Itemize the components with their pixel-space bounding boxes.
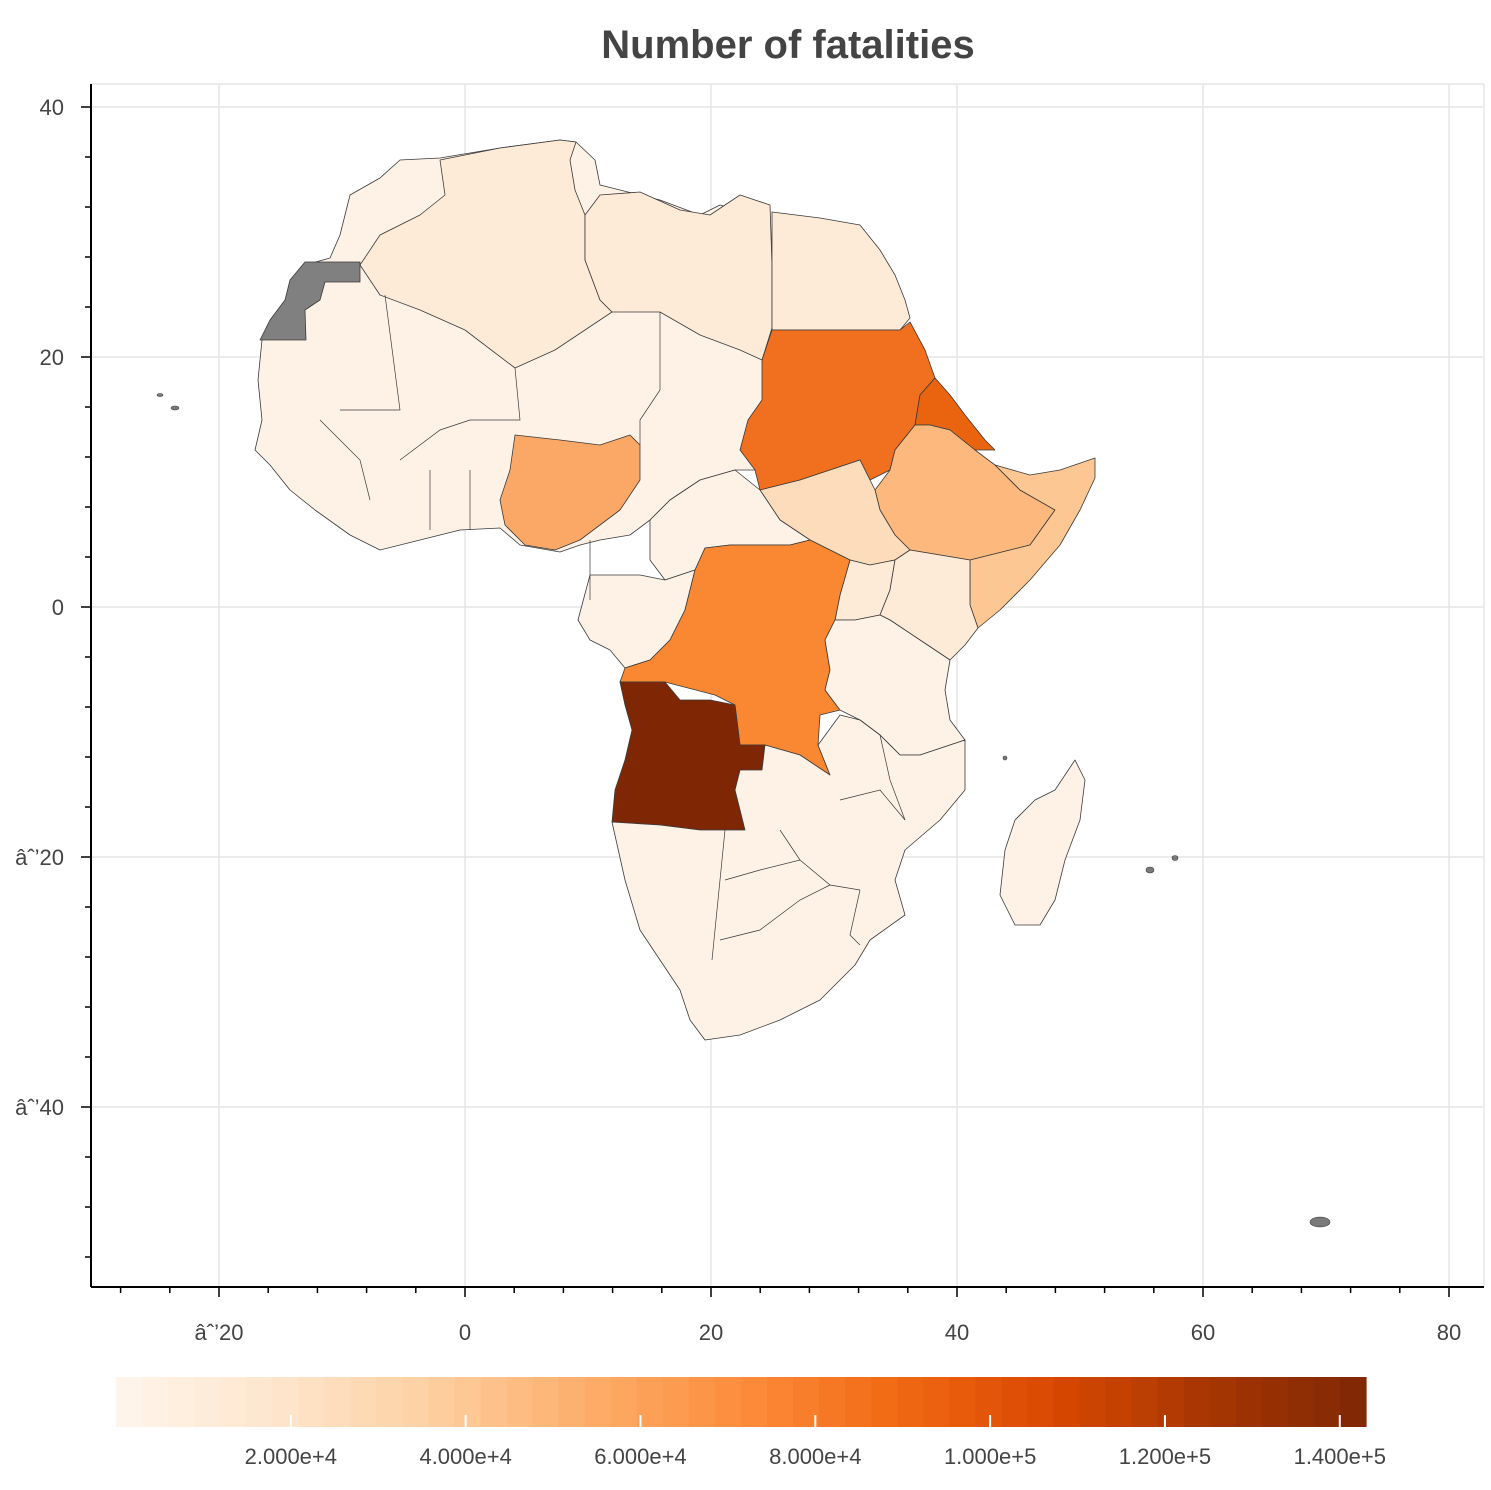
region-southern-africa[interactable] xyxy=(611,714,966,1041)
colorbar-swatch xyxy=(610,1377,638,1427)
colorbar-swatch xyxy=(662,1377,690,1427)
axes: âˆ’20 0 20 40 60 80 40 20 0 âˆ’20 âˆ’40 xyxy=(15,84,1484,1345)
colorbar-swatch xyxy=(350,1377,378,1427)
colorbar-swatch xyxy=(1157,1377,1185,1427)
colorbar-tick-label: 6.000e+4 xyxy=(594,1444,686,1469)
colorbar-swatch xyxy=(428,1377,456,1427)
y-tick-label: 40 xyxy=(40,95,64,120)
region-western-sahara[interactable] xyxy=(259,261,361,341)
x-tick-label: âˆ’20 xyxy=(195,1320,244,1345)
colorbar-tick-label: 1.400e+5 xyxy=(1294,1444,1386,1469)
colorbar-swatch xyxy=(897,1377,924,1427)
colorbar-swatch xyxy=(767,1377,794,1427)
colorbar-swatch xyxy=(949,1377,976,1427)
colorbar-swatch xyxy=(1287,1377,1315,1427)
colorbar-swatch xyxy=(168,1377,195,1427)
colorbar-swatch xyxy=(741,1377,768,1427)
colorbar-tick-label: 4.000e+4 xyxy=(419,1444,511,1469)
colorbar-swatch xyxy=(1001,1377,1029,1427)
colorbar-swatch xyxy=(1131,1377,1159,1427)
colorbar-swatch xyxy=(584,1377,612,1427)
region-somalia[interactable] xyxy=(969,457,1096,629)
region-algeria[interactable] xyxy=(359,139,613,369)
region-nigeria[interactable] xyxy=(499,434,641,551)
colorbar-swatch xyxy=(454,1377,482,1427)
region-egypt[interactable] xyxy=(771,211,911,331)
colorbar-swatch xyxy=(819,1377,846,1427)
colorbar-swatch xyxy=(402,1377,430,1427)
colorbar-swatch xyxy=(1313,1377,1341,1427)
colorbar-swatch xyxy=(1339,1377,1367,1427)
colorbar-swatch xyxy=(220,1377,247,1427)
colorbar-swatch xyxy=(923,1377,950,1427)
colorbar-swatch xyxy=(1235,1377,1263,1427)
x-tick-label: 20 xyxy=(699,1320,723,1345)
x-tick-label: 80 xyxy=(1437,1320,1461,1345)
colorbar-swatch xyxy=(272,1377,299,1427)
x-tick-label: 0 xyxy=(459,1320,471,1345)
y-tick-label: 0 xyxy=(52,595,64,620)
colorbar-swatch xyxy=(376,1377,404,1427)
colorbar: 2.000e+4 4.000e+4 6.000e+4 8.000e+4 1.000e+5… xyxy=(116,1377,1386,1469)
region-madagascar[interactable] xyxy=(999,759,1086,926)
colorbar-swatch xyxy=(194,1377,221,1427)
colorbar-tick-label: 1.000e+5 xyxy=(944,1444,1036,1469)
colorbar-swatch xyxy=(298,1377,325,1427)
colorbar-swatch xyxy=(558,1377,586,1427)
x-tick-label: 60 xyxy=(1191,1320,1215,1345)
colorbar-swatch xyxy=(871,1377,898,1427)
colorbar-swatch xyxy=(1183,1377,1211,1427)
colorbar-swatch xyxy=(1261,1377,1289,1427)
colorbar-swatch xyxy=(506,1377,534,1427)
y-tick-label: âˆ’40 xyxy=(15,1095,64,1120)
colorbar-swatch xyxy=(480,1377,508,1427)
islands xyxy=(156,393,1331,1228)
colorbar-tick-label: 2.000e+4 xyxy=(245,1444,337,1469)
colorbar-swatch xyxy=(1105,1377,1133,1427)
colorbar-swatch xyxy=(116,1377,143,1427)
colorbar-swatch xyxy=(845,1377,872,1427)
colorbar-tick-label: 1.200e+5 xyxy=(1119,1444,1211,1469)
colorbar-swatch xyxy=(1209,1377,1237,1427)
internal-borders xyxy=(319,294,906,961)
colorbar-swatch xyxy=(1053,1377,1081,1427)
map-regions xyxy=(254,139,1096,1041)
colorbar-swatch xyxy=(688,1377,716,1427)
y-tick-label: 20 xyxy=(40,345,64,370)
colorbar-tick-label: 8.000e+4 xyxy=(769,1444,861,1469)
colorbar-swatch xyxy=(246,1377,273,1427)
y-tick-label: âˆ’20 xyxy=(15,845,64,870)
colorbar-swatch xyxy=(1079,1377,1107,1427)
colorbar-swatch xyxy=(975,1377,1003,1427)
colorbar-swatch xyxy=(714,1377,742,1427)
colorbar-swatch xyxy=(142,1377,169,1427)
chart-title: Number of fatalities xyxy=(601,23,974,67)
colorbar-swatch xyxy=(532,1377,560,1427)
x-tick-label: 40 xyxy=(945,1320,969,1345)
colorbar-swatch xyxy=(1027,1377,1055,1427)
colorbar-swatch xyxy=(324,1377,351,1427)
